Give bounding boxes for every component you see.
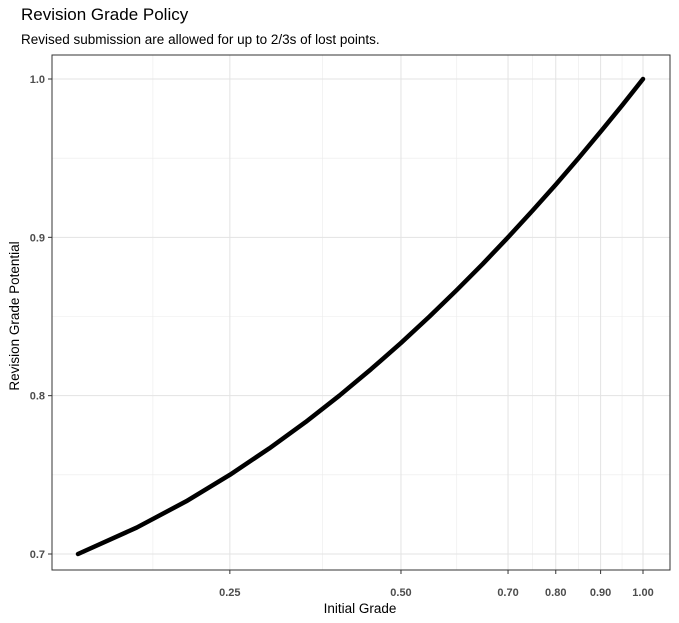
x-tick-label: 0.50 [390, 587, 411, 599]
y-axis-label: Revision Grade Potential [7, 241, 22, 390]
chart-subtitle: Revised submission are allowed for up to… [21, 32, 380, 47]
y-tick-label: 1.0 [30, 74, 45, 86]
x-tick-label: 0.25 [219, 587, 240, 599]
y-tick-label: 0.7 [30, 549, 45, 561]
x-tick-label: 0.90 [590, 587, 611, 599]
x-axis-label: Initial Grade [324, 601, 397, 616]
panel-border [51, 54, 671, 571]
plot-area: 0.7 0.8 0.9 1.0 0.25 0.50 0.70 0.80 0.90 1.00 [30, 54, 671, 599]
y-tick-label: 0.9 [30, 232, 45, 244]
chart-title: Revision Grade Policy [21, 5, 189, 24]
x-tick-label: 0.70 [497, 587, 518, 599]
x-tick-label: 0.80 [545, 587, 566, 599]
x-tick-label: 1.00 [632, 587, 653, 599]
series-line [75, 76, 646, 557]
y-tick-label: 0.8 [30, 391, 45, 403]
